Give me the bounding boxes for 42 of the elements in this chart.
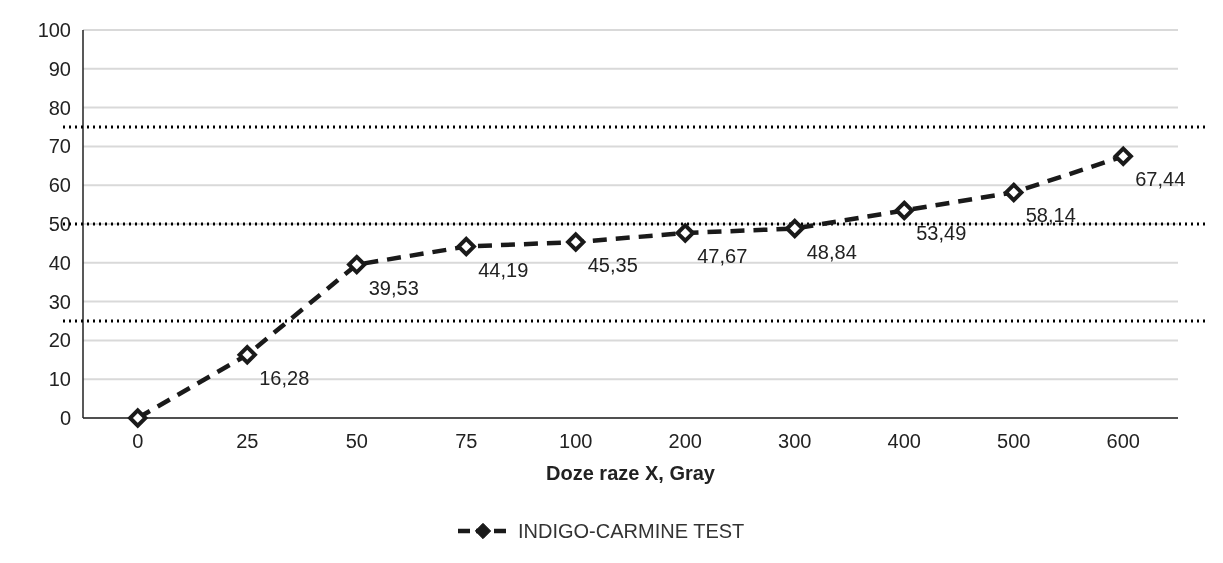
x-tick-label: 25: [236, 430, 259, 452]
data-label: 47,67: [697, 245, 748, 268]
y-tick-label: 10: [48, 368, 71, 391]
x-tick-label: 0: [132, 430, 144, 452]
y-tick-label: 70: [48, 135, 71, 158]
x-tick-label: 600: [1106, 430, 1140, 452]
x-tick-label: 75: [455, 430, 478, 452]
point: [456, 236, 476, 257]
y-tick-label: 100: [37, 19, 71, 41]
point: [566, 232, 586, 252]
y-tick-label: 40: [48, 251, 71, 274]
data-label: 45,35: [587, 254, 638, 277]
data-label: 16,28: [259, 366, 310, 389]
point: [237, 345, 257, 365]
data-label: 44,19: [478, 258, 529, 281]
y-tick-label: 30: [48, 290, 71, 313]
point: [1113, 146, 1133, 166]
x-tick-label: 100: [559, 430, 593, 452]
data-label: 53,49: [916, 222, 967, 245]
point: [894, 200, 914, 221]
y-tick-label: 0: [59, 407, 71, 429]
y-tick-label: 20: [48, 329, 71, 352]
x-axis-title: Doze raze X, Gray: [546, 462, 716, 484]
x-tick-label: 50: [345, 430, 368, 452]
data-label: 48,84: [806, 240, 857, 263]
data-label: 67,44: [1135, 168, 1186, 191]
point: [785, 218, 805, 239]
x-tick-label: 200: [668, 430, 702, 452]
y-tick-label: 50: [48, 213, 71, 235]
legend-label: INDIGO-CARMINE TEST: [518, 520, 745, 542]
y-tick-label: 90: [48, 57, 71, 80]
x-tick-label: 300: [778, 430, 812, 452]
data-label: 39,53: [368, 276, 419, 299]
point: [675, 223, 695, 243]
y-tick-label: 60: [48, 174, 71, 197]
x-tick-label: 500: [997, 430, 1031, 452]
x-tick-label: 400: [887, 430, 921, 452]
data-label: 58,14: [1025, 204, 1076, 227]
point: [347, 254, 367, 275]
point: [1004, 182, 1024, 203]
y-tick-label: 80: [48, 96, 71, 119]
point: [128, 408, 148, 428]
